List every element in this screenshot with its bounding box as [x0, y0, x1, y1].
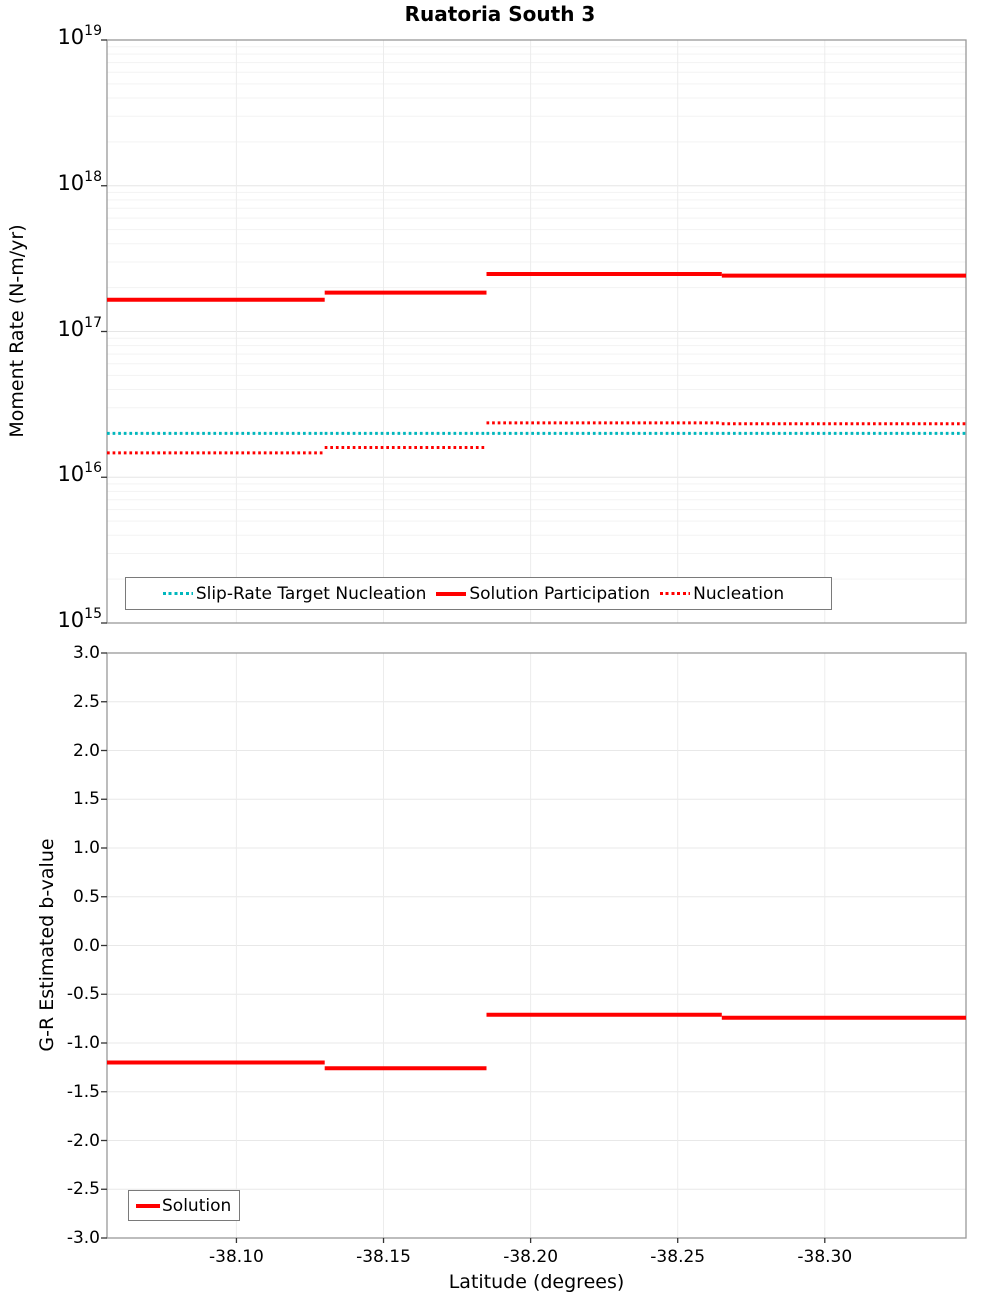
y-tick-label: -2.0 — [66, 1130, 100, 1151]
y-tick-label: -2.5 — [66, 1179, 100, 1200]
legend-swatch-nucleation — [660, 592, 691, 595]
y-tick-label: 2.0 — [72, 740, 100, 761]
x-tick-label: -38.25 — [650, 1247, 706, 1267]
x-tick-label: -38.15 — [356, 1247, 411, 1267]
legend-swatch-slip-rate-target-nucleation — [162, 592, 193, 595]
y-tick-label: 1018 — [57, 168, 102, 195]
legend-moment-rate: Slip-Rate Target Nucleation Solution Par… — [125, 577, 832, 610]
legend-b-value: Solution — [128, 1190, 240, 1221]
x-tick-label: -38.20 — [503, 1247, 559, 1267]
y-tick-label: 0.0 — [72, 935, 100, 956]
chart-title: Ruatoria South 3 — [404, 2, 596, 26]
y-tick-label: 1016 — [57, 460, 102, 487]
y-tick-label: -1.0 — [66, 1033, 100, 1053]
x-tick-label: -38.10 — [209, 1247, 264, 1267]
legend-label-nucleation: Nucleation — [693, 583, 785, 604]
y-tick-label: 1.5 — [72, 789, 100, 810]
legend-label-solution: Solution — [162, 1195, 232, 1216]
y-tick-label: -0.5 — [66, 984, 100, 1005]
y-tick-label: 1017 — [57, 314, 102, 341]
legend-swatch-solution — [136, 1203, 160, 1208]
y-tick-label: 1019 — [57, 23, 102, 49]
legend-swatch-solution-participation — [436, 591, 467, 596]
y-tick-label: 2.5 — [72, 691, 100, 712]
y-tick-label: 1015 — [57, 606, 102, 632]
legend-label-solution-participation: Solution Participation — [469, 583, 651, 604]
y-tick-label: -1.5 — [66, 1081, 100, 1102]
x-tick-label: -38.30 — [797, 1247, 853, 1267]
x-axis-label-latitude: Latitude (degrees) — [448, 1271, 625, 1293]
y-tick-label: 0.5 — [72, 886, 100, 907]
legend-label-slip-rate-target-nucleation: Slip-Rate Target Nucleation — [195, 583, 427, 604]
y-tick-label: 1.0 — [72, 838, 100, 858]
y-tick-label: -3.0 — [66, 1228, 100, 1248]
y-tick-label: 3.0 — [72, 643, 100, 663]
